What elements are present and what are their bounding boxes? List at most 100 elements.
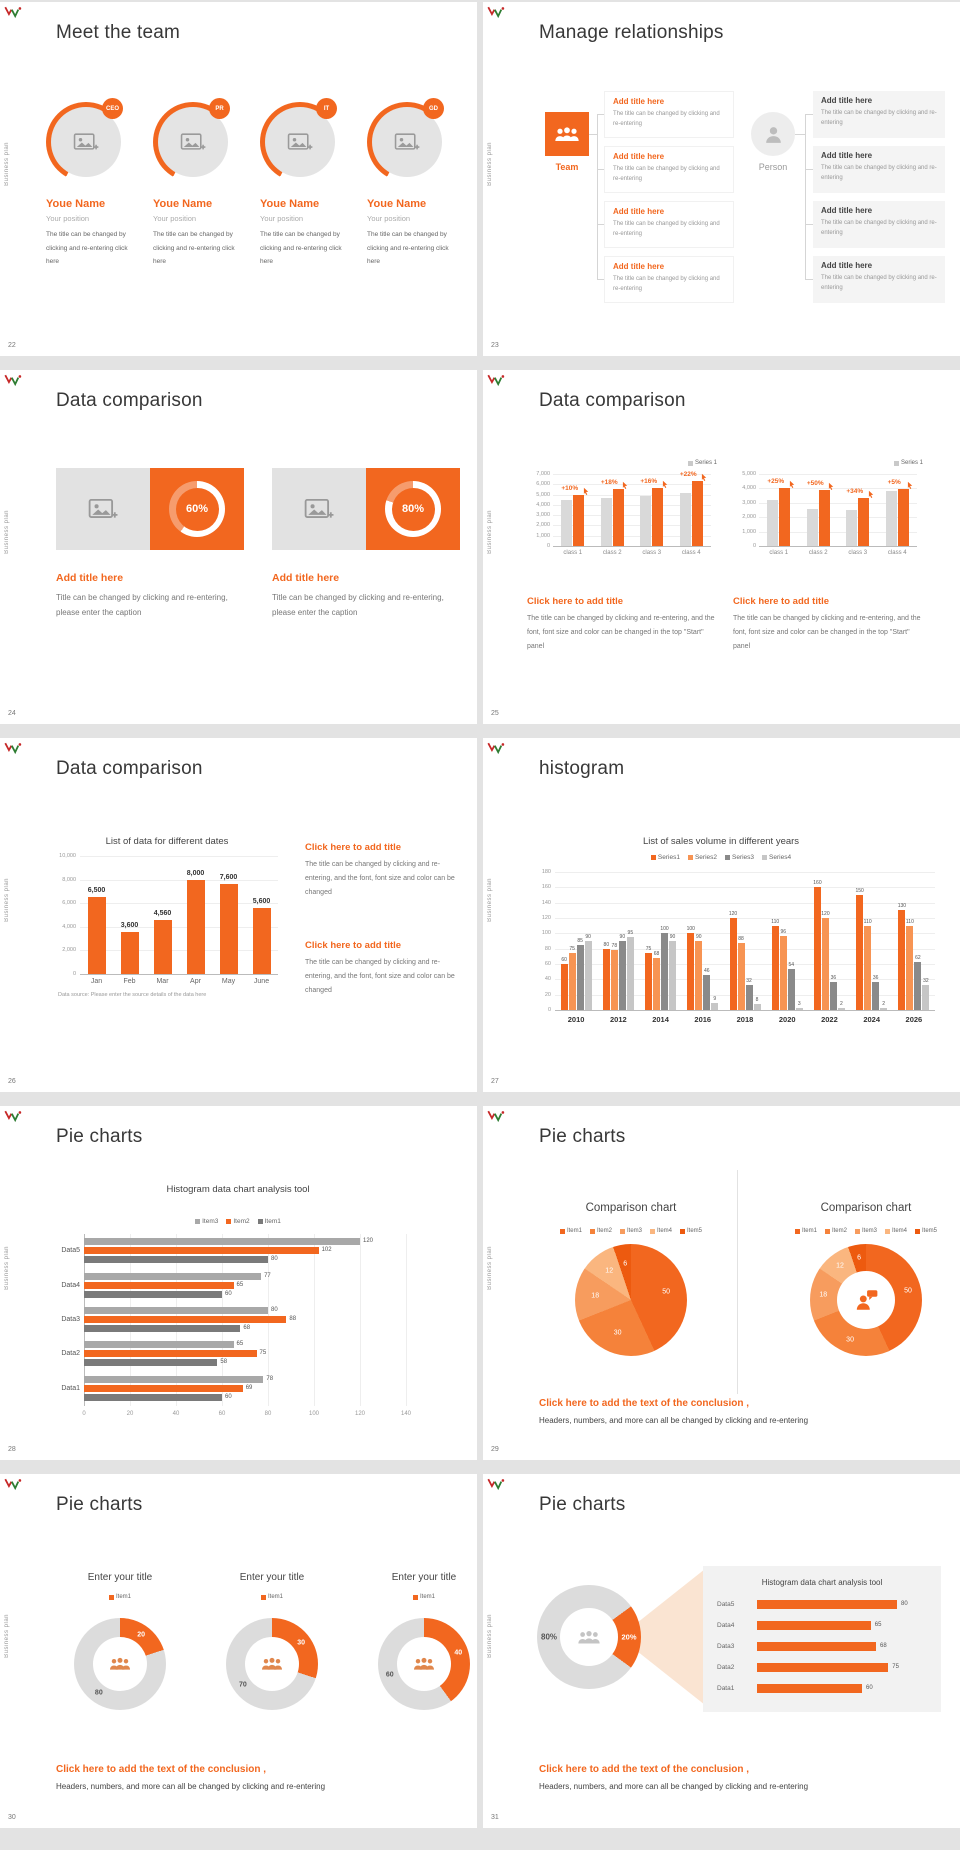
- slide-26[interactable]: Business plan Data comparison List of da…: [0, 738, 477, 1092]
- comparison-card[interactable]: 80% Add title here Title can be changed by…: [272, 468, 460, 638]
- cursor-icon: [583, 483, 589, 496]
- y-tick-label: 2,000: [62, 947, 76, 954]
- bar-label: 32: [746, 978, 752, 985]
- relationship-item-left[interactable]: Add title here The title can be changed b…: [604, 146, 734, 193]
- connector-line: [597, 114, 598, 280]
- bar: [84, 1350, 257, 1358]
- slide-25[interactable]: Business plan Data comparison Series 1 7,…: [483, 370, 960, 724]
- legend-marker: [108, 1594, 114, 1600]
- team-member[interactable]: GD Youe Name Your position The title can be…: [365, 98, 467, 328]
- brand-logo-icon: [4, 1478, 22, 1491]
- legend-item: Item5: [915, 1228, 937, 1234]
- bar-label: 65: [236, 1281, 244, 1288]
- comparison-card[interactable]: 60% Add title here Title can be changed by…: [56, 468, 244, 638]
- bar: [661, 933, 669, 1010]
- image-placeholder-icon: [394, 131, 420, 153]
- team-member[interactable]: CEO Youe Name Your position The title can b…: [44, 98, 146, 328]
- item-text: The title can be changed by clicking and…: [613, 276, 720, 293]
- gridline: [80, 856, 278, 857]
- y-tick-label: 20: [544, 991, 551, 998]
- legend-item: Item1: [257, 1218, 281, 1225]
- person-icon-circle: [751, 112, 795, 156]
- bar-label: 160: [813, 880, 822, 887]
- bar-label: 80: [271, 1256, 278, 1263]
- team-member[interactable]: PR Youe Name Your position The title can be…: [151, 98, 253, 328]
- gridline: [555, 948, 935, 950]
- image-placeholder: [272, 468, 366, 550]
- data-label: 12: [605, 1267, 614, 1275]
- card-title: Add title here: [56, 572, 124, 584]
- bar: [711, 1003, 719, 1010]
- item-text: The title can be changed by clicking and…: [613, 111, 720, 128]
- relationship-item-right[interactable]: Add title here The title can be changed b…: [813, 256, 945, 303]
- x-tick-label: 2018: [736, 1015, 754, 1024]
- bar-label: 110: [905, 918, 914, 925]
- x-tick-label: 2014: [652, 1015, 669, 1024]
- slide-27[interactable]: Business plan histogram List of sales vo…: [483, 738, 960, 1092]
- donut-chart: [226, 1618, 318, 1710]
- legend-label: Item2: [233, 1217, 250, 1225]
- legend-marker: [650, 854, 656, 860]
- team-member[interactable]: IT Youe Name Your position The title can be…: [258, 98, 360, 328]
- bar: [914, 962, 922, 1010]
- slide-24[interactable]: Business plan Data comparison 60% Add tit…: [0, 370, 477, 724]
- relationship-item-right[interactable]: Add title here The title can be changed b…: [813, 91, 945, 138]
- y-tick-label: 4,000: [742, 485, 756, 492]
- page-number: 24: [8, 710, 16, 717]
- relationship-item-left[interactable]: Add title here The title can be changed b…: [604, 201, 734, 248]
- legend-marker: [589, 1228, 595, 1234]
- relationship-item-right[interactable]: Add title here The title can be changed b…: [813, 146, 945, 193]
- slide-title: Pie charts: [539, 1494, 626, 1515]
- data-label: 80%: [540, 1632, 558, 1642]
- role-badge: CEO: [102, 98, 123, 119]
- percent-donut: 60%: [169, 481, 225, 537]
- y-tick-label: 2,000: [536, 522, 550, 529]
- bar-label: 85: [577, 937, 583, 944]
- data-label: 18: [591, 1292, 600, 1300]
- brand-logo-icon: [4, 742, 22, 755]
- slide-28[interactable]: Business plan Pie charts Histogram data …: [0, 1106, 477, 1460]
- person-chat-icon: [853, 1288, 879, 1312]
- bar: [568, 952, 576, 1010]
- slide-31[interactable]: Business plan Pie charts 20% 80% Histogram…: [483, 1474, 960, 1828]
- member-desc: The title can be changed by clicking and…: [260, 231, 342, 266]
- brand-logo-icon: [487, 1110, 505, 1123]
- gridline: [314, 1234, 315, 1406]
- x-tick-label: 0: [82, 1411, 86, 1417]
- bar-value: [858, 497, 870, 546]
- x-tick-label: 2024: [863, 1015, 880, 1024]
- bar: [120, 931, 139, 974]
- x-tick-label: 2022: [821, 1015, 838, 1024]
- bar-label: 36: [872, 975, 879, 982]
- slide-29[interactable]: Business plan Pie charts Comparison char…: [483, 1106, 960, 1460]
- chart-title: Enter your title: [239, 1572, 305, 1583]
- gridline: [80, 926, 278, 928]
- chart-legend: Item1 Item2 Item3 Item4 Item5: [539, 1226, 723, 1236]
- gridline: [555, 933, 935, 935]
- pie-chart: [575, 1244, 687, 1356]
- relationship-item-right[interactable]: Add title here The title can be changed b…: [813, 201, 945, 248]
- slide-22[interactable]: Business plan Meet the team CEO Youe Name…: [0, 2, 477, 356]
- panel-title: Histogram data chart analysis tool: [761, 1578, 883, 1587]
- bar-label: 3: [797, 1000, 801, 1007]
- relationship-item-left[interactable]: Add title here The title can be changed b…: [604, 256, 734, 303]
- bar-label: 95: [627, 930, 634, 937]
- gridline: [555, 872, 935, 873]
- y-tick-label: 5,000: [536, 491, 550, 498]
- conclusion-title: Click here to add the text of the conclu…: [539, 1764, 750, 1775]
- slide-23[interactable]: Business plan Manage relationships Team P…: [483, 2, 960, 356]
- x-tick-label: 2016: [694, 1015, 712, 1024]
- chart-legend: Item1: [80, 1592, 160, 1602]
- bar: [645, 952, 653, 1010]
- relationship-item-left[interactable]: Add title here The title can be changed b…: [604, 91, 734, 138]
- brand-logo-icon: [487, 374, 505, 387]
- slide-title: Pie charts: [56, 1126, 143, 1147]
- data-label: 60: [385, 1671, 394, 1679]
- bar: [703, 974, 711, 1010]
- slide-30[interactable]: Business plan Pie charts Enter your titl…: [0, 1474, 477, 1828]
- y-tick-label: 10,000: [59, 853, 76, 859]
- bar: [84, 1247, 319, 1255]
- bar-label: 90: [695, 934, 702, 940]
- bar-label: 130: [897, 903, 907, 910]
